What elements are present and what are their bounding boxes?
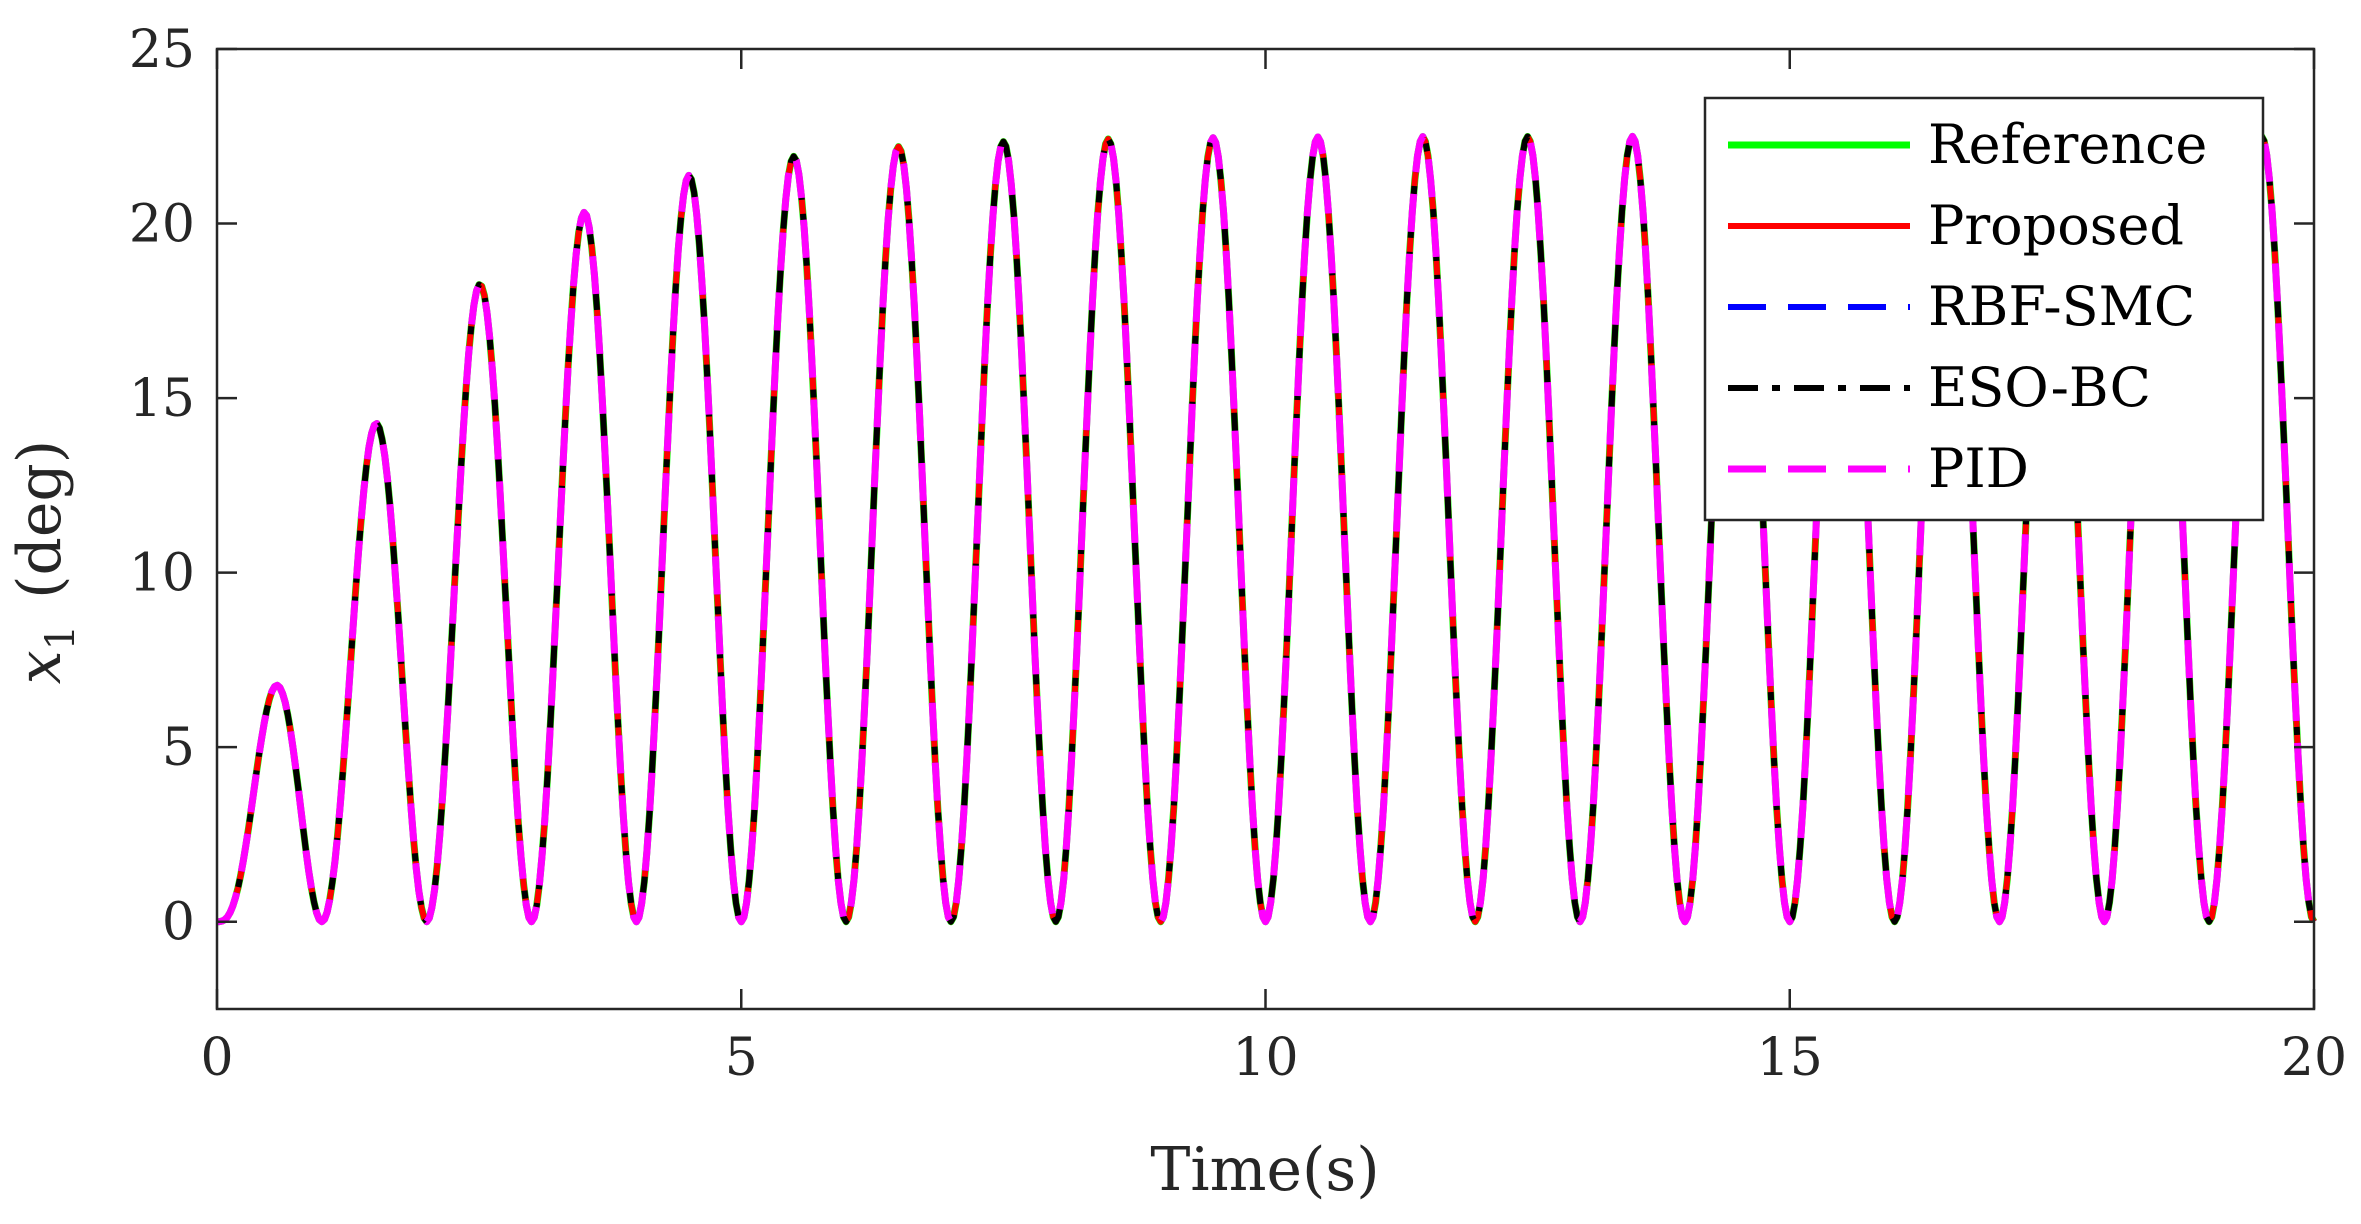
x-tick-label: 5	[725, 1028, 758, 1088]
tick-layer: 0 5 10 15 20 0 5 10 15 20 25	[129, 20, 2347, 1088]
legend-label-proposed: Proposed	[1928, 194, 2184, 257]
legend-label-reference: Reference	[1928, 113, 2207, 176]
y-tick-label: 25	[129, 20, 195, 80]
legend-items: Reference Proposed RBF-SMC ESO-BC PID	[1728, 113, 2207, 500]
y-tick-label: 15	[129, 369, 195, 429]
y-tick-label: 20	[129, 195, 195, 255]
x-axis-title: Time(s)	[1150, 1135, 1379, 1205]
y-axis-subscript: 1	[38, 625, 84, 650]
legend-label-eso-bc: ESO-BC	[1928, 356, 2151, 419]
x-tick-label: 0	[200, 1028, 233, 1088]
y-tick-label: 0	[162, 893, 195, 953]
y-axis-unit: (deg)	[5, 440, 75, 599]
y-tick-label: 5	[162, 718, 195, 778]
legend: Reference Proposed RBF-SMC ESO-BC PID	[1703, 96, 2265, 522]
legend-label-rbf-smc: RBF-SMC	[1928, 275, 2195, 338]
x-tick-label: 15	[1757, 1028, 1823, 1088]
x-tick-label: 10	[1232, 1028, 1298, 1088]
y-axis-symbol: x	[5, 650, 75, 684]
y-tick-label: 10	[129, 544, 195, 604]
x-tick-label: 20	[2281, 1028, 2347, 1088]
y-axis-title: x1 (deg)	[5, 440, 84, 684]
legend-label-pid: PID	[1928, 437, 2029, 500]
